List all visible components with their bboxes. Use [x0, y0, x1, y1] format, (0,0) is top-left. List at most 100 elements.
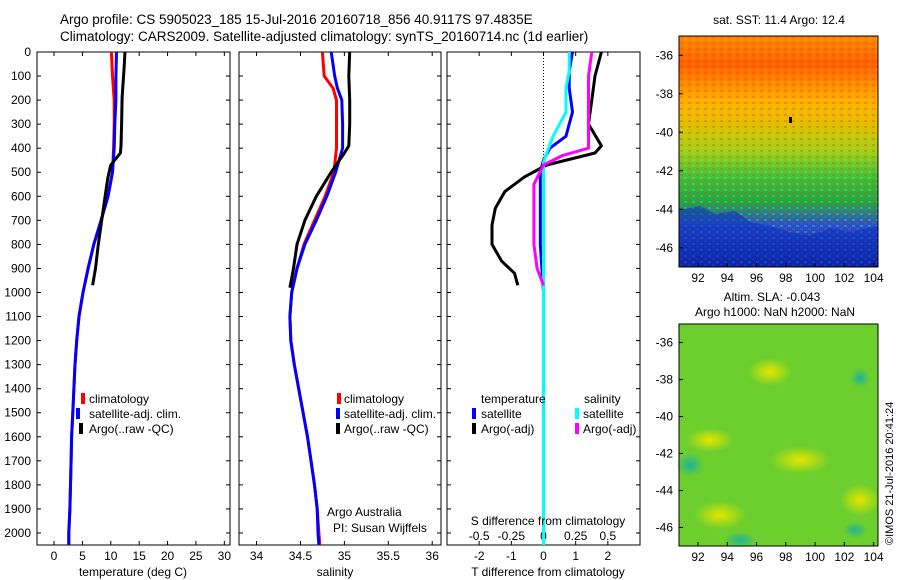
depth-tick-label: 1800 [4, 478, 31, 492]
lon-tick-label: 94 [721, 550, 735, 564]
lat-tick-label: -36 [656, 336, 674, 350]
legend-swatch-argo [336, 423, 340, 434]
lat-tick-label: -38 [656, 87, 674, 101]
sst-map-title: sat. SST: 11.4 Argo: 12.4 [713, 13, 845, 27]
depth-tick-label: 0 [24, 45, 31, 59]
sla-teal-patch [850, 368, 870, 388]
sla-map-title1: Altim. SLA: -0.043 [724, 290, 821, 304]
argo-australia-note: Argo Australia [327, 505, 402, 519]
header-line2: Climatology: CARS2009. Satellite-adjuste… [60, 29, 588, 44]
depth-tick-label: 1400 [4, 382, 31, 396]
depth-tick-label: 1300 [4, 358, 31, 372]
series-climatology-line [67, 51, 116, 545]
sla-map-axes: -36 -38 -40 -42 -44 -46 92 94 96 98 100 102 104 [656, 336, 884, 565]
s-difference-label: S difference from climatology [471, 514, 626, 528]
legend-title-temperature: temperature [481, 392, 546, 406]
legend-label-climatology: climatology [89, 392, 149, 406]
legend-label-temp-satellite: satellite [481, 407, 522, 421]
x-tick-label: 15 [132, 549, 146, 563]
legend-title-salinity: salinity [584, 392, 621, 406]
lat-tick-label: -40 [656, 410, 674, 424]
t-diff-tick-label: 0 [540, 549, 547, 563]
imos-stamp: ©IMOS 21-Jul-2016 20:41:24 [884, 402, 896, 545]
sla-teal-patch [843, 522, 867, 538]
depth-tick-label: 800 [11, 237, 31, 251]
series-satellite-line [542, 52, 571, 545]
x-tick-label: 30 [218, 549, 232, 563]
x-tick-label: 35 [338, 549, 352, 563]
x-tick-label: 20 [161, 549, 175, 563]
plot-frame [238, 51, 442, 546]
legend-label-climatology: climatology [344, 392, 404, 406]
series-argo-raw-qc--line [91, 51, 127, 286]
s-diff-tick-label: 0.5 [599, 529, 616, 543]
lon-tick-label: 92 [691, 271, 705, 285]
lon-tick-label: 96 [750, 550, 764, 564]
legend-label-temp-argo: Argo(-adj) [481, 422, 534, 436]
depth-tick-label: 1600 [4, 430, 31, 444]
depth-tick-label: 400 [11, 141, 31, 155]
depth-tick-label: 2000 [4, 526, 31, 540]
legend-label-sal-satellite: satellite [583, 407, 624, 421]
legend-swatch-satellite [76, 408, 80, 419]
lat-tick-label: -42 [656, 447, 674, 461]
salinity-panel: 34 34.5 35 35.5 36 [238, 51, 442, 563]
sla-teal-patch [676, 453, 704, 477]
sst-map-frame [678, 35, 879, 268]
x-tick-label: 0 [51, 549, 58, 563]
sla-map [676, 323, 880, 548]
series-argo-raw-qc--line [288, 51, 352, 288]
lon-tick-label: 98 [779, 550, 793, 564]
depth-tick-label: 1100 [5, 310, 31, 324]
legend-swatch-argo [79, 423, 83, 434]
legend-swatch-sal-argo [575, 423, 579, 434]
depth-tick-label: 1500 [4, 406, 31, 420]
t-difference-xlabel: T difference from climatology [471, 565, 625, 579]
lat-tick-label: -36 [656, 48, 674, 62]
sla-yellow-patch [748, 358, 792, 386]
lat-tick-label: -46 [656, 521, 674, 535]
t-diff-tick-label: -1 [506, 549, 517, 563]
series-satellite-line [538, 51, 574, 545]
legend-label-argo: Argo(..raw -QC) [344, 422, 429, 436]
sst-cold-front [679, 206, 878, 267]
lat-tick-label: -42 [656, 164, 674, 178]
depth-axis-labels: 0 100 200 300 400 500 600 700 800 900 1000 1100 1200… [4, 45, 31, 540]
lat-tick-label: -40 [656, 125, 674, 139]
sla-map-title2: Argo h1000: NaN h2000: NaN [695, 305, 855, 319]
temperature-panel: 0 5 10 15 20 25 30 [36, 51, 232, 563]
lat-tick-label: -44 [656, 484, 674, 498]
x-tick-label: 5 [79, 549, 86, 563]
depth-tick-label: 1700 [4, 454, 31, 468]
lon-tick-label: 100 [805, 550, 825, 564]
t-diff-tick-label: 1 [572, 549, 579, 563]
series-argo-adj--line [490, 51, 603, 286]
depth-tick-label: 1000 [4, 285, 31, 299]
sla-map-frame [678, 323, 879, 547]
s-diff-tick-label: 0.25 [564, 529, 588, 543]
lat-tick-label: -38 [656, 373, 674, 387]
legend-swatch-sal-satellite [575, 408, 579, 419]
salinity-xlabel: salinity [317, 565, 354, 579]
x-tick-label: 36 [426, 549, 440, 563]
plot-frame [36, 51, 231, 546]
sla-teal-patch [724, 532, 756, 548]
x-tick-label: 34.5 [289, 549, 313, 563]
lon-tick-label: 104 [864, 550, 884, 564]
x-tick-label: 35.5 [377, 549, 401, 563]
legend-swatch-temp-satellite [472, 408, 476, 419]
depth-tick-label: 500 [11, 165, 31, 179]
depth-tick-label: 900 [11, 261, 31, 275]
lon-tick-label: 92 [691, 550, 705, 564]
x-tick-label: 34 [250, 549, 264, 563]
sst-map-axes: -36 -38 -40 -42 -44 -46 92 94 96 98 100 102 104 [656, 48, 884, 285]
lon-tick-label: 96 [750, 271, 764, 285]
difference-legend: temperature salinity satellite Argo(-adj… [472, 392, 636, 436]
depth-tick-label: 1200 [4, 334, 31, 348]
lon-tick-label: 100 [805, 271, 825, 285]
lat-tick-label: -46 [656, 241, 674, 255]
depth-tick-label: 1900 [4, 502, 31, 516]
sla-yellow-patch [694, 501, 746, 529]
